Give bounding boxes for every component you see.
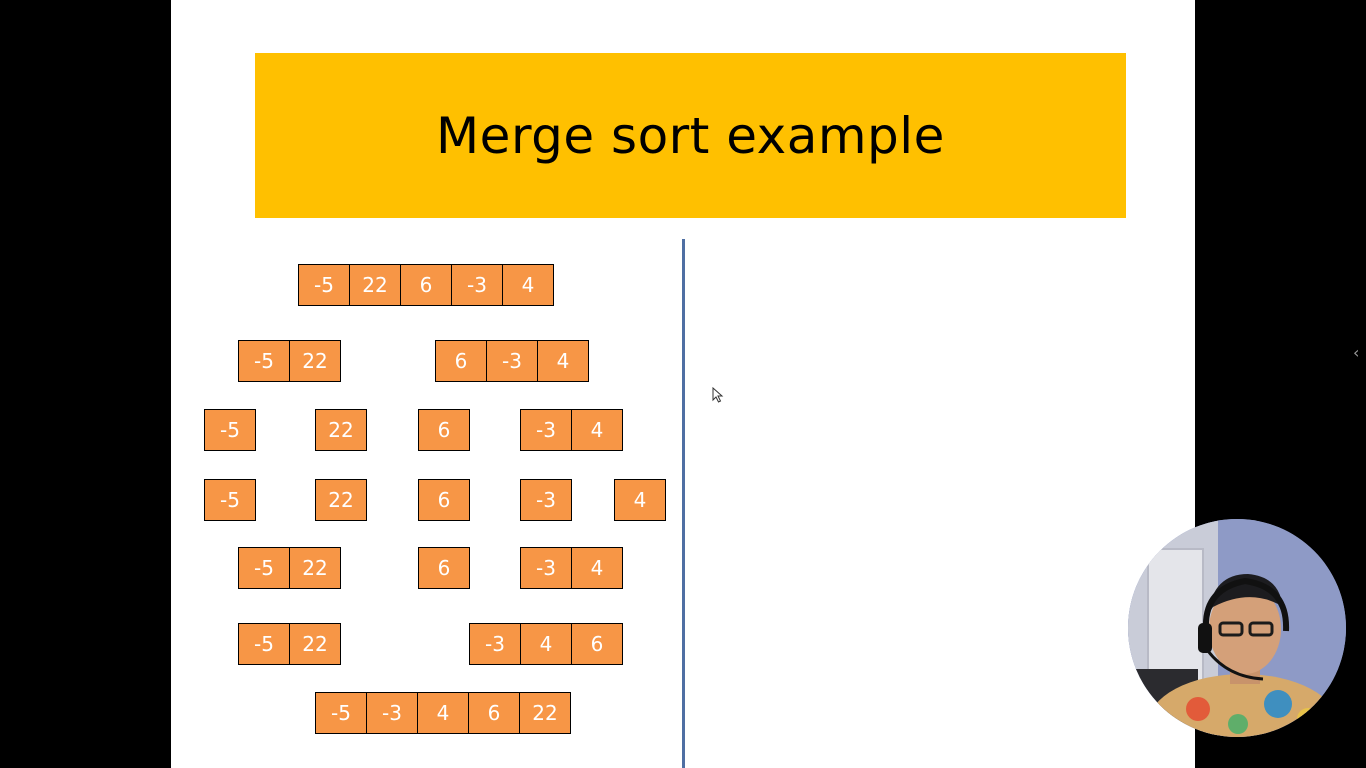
array-cell: 6 <box>418 479 470 521</box>
array-group: -5 22 <box>238 623 341 665</box>
array-group: -5 22 6 -3 4 <box>298 264 554 306</box>
array-group: 6 <box>418 547 470 589</box>
array-cell: 22 <box>519 692 571 734</box>
array-group: -3 <box>520 479 572 521</box>
array-cell: -5 <box>238 623 290 665</box>
array-cell: 4 <box>571 547 623 589</box>
array-cell: -3 <box>520 479 572 521</box>
mouse-pointer-icon <box>712 387 724 403</box>
array-cell: 22 <box>289 340 341 382</box>
slide: Merge sort example -5 22 6 -3 4 -5 22 6 -3 4 -5 22 6… <box>171 0 1195 768</box>
array-cell: 22 <box>349 264 401 306</box>
array-group: 4 <box>614 479 666 521</box>
array-cell: 22 <box>315 479 367 521</box>
array-group: -5 -3 4 6 22 <box>315 692 571 734</box>
slide-title: Merge sort example <box>436 106 945 165</box>
array-cell: 4 <box>520 623 572 665</box>
array-cell: 4 <box>614 479 666 521</box>
array-group: 6 <box>418 479 470 521</box>
array-cell: 4 <box>502 264 554 306</box>
array-group: 22 <box>315 479 367 521</box>
array-cell: -5 <box>315 692 367 734</box>
array-cell: -3 <box>520 409 572 451</box>
array-cell: -3 <box>366 692 418 734</box>
array-cell: 6 <box>468 692 520 734</box>
array-group: 22 <box>315 409 367 451</box>
vertical-divider <box>682 239 685 768</box>
array-group: -3 4 <box>520 547 623 589</box>
array-cell: -5 <box>238 340 290 382</box>
array-group: 6 <box>418 409 470 451</box>
array-cell: 6 <box>571 623 623 665</box>
array-group: -3 4 6 <box>469 623 623 665</box>
title-banner: Merge sort example <box>255 53 1126 218</box>
array-group: -5 22 <box>238 340 341 382</box>
array-group: -5 22 <box>238 547 341 589</box>
array-group: -3 4 <box>520 409 623 451</box>
presenter-webcam <box>1128 519 1346 737</box>
array-cell: -5 <box>204 479 256 521</box>
array-cell: -3 <box>469 623 521 665</box>
array-cell: -5 <box>298 264 350 306</box>
array-group: -5 <box>204 409 256 451</box>
presenter-image <box>1128 519 1346 737</box>
array-cell: -3 <box>486 340 538 382</box>
array-cell: -5 <box>238 547 290 589</box>
array-cell: 22 <box>315 409 367 451</box>
array-cell: 6 <box>418 409 470 451</box>
array-cell: 6 <box>400 264 452 306</box>
array-cell: 4 <box>571 409 623 451</box>
array-cell: 22 <box>289 547 341 589</box>
chevron-left-icon[interactable]: ‹ <box>1353 343 1360 362</box>
array-group: -5 <box>204 479 256 521</box>
array-cell: 22 <box>289 623 341 665</box>
array-group: 6 -3 4 <box>435 340 589 382</box>
array-cell: -3 <box>520 547 572 589</box>
array-cell: 6 <box>435 340 487 382</box>
array-cell: -3 <box>451 264 503 306</box>
array-cell: 6 <box>418 547 470 589</box>
array-cell: 4 <box>537 340 589 382</box>
array-cell: 4 <box>417 692 469 734</box>
array-cell: -5 <box>204 409 256 451</box>
